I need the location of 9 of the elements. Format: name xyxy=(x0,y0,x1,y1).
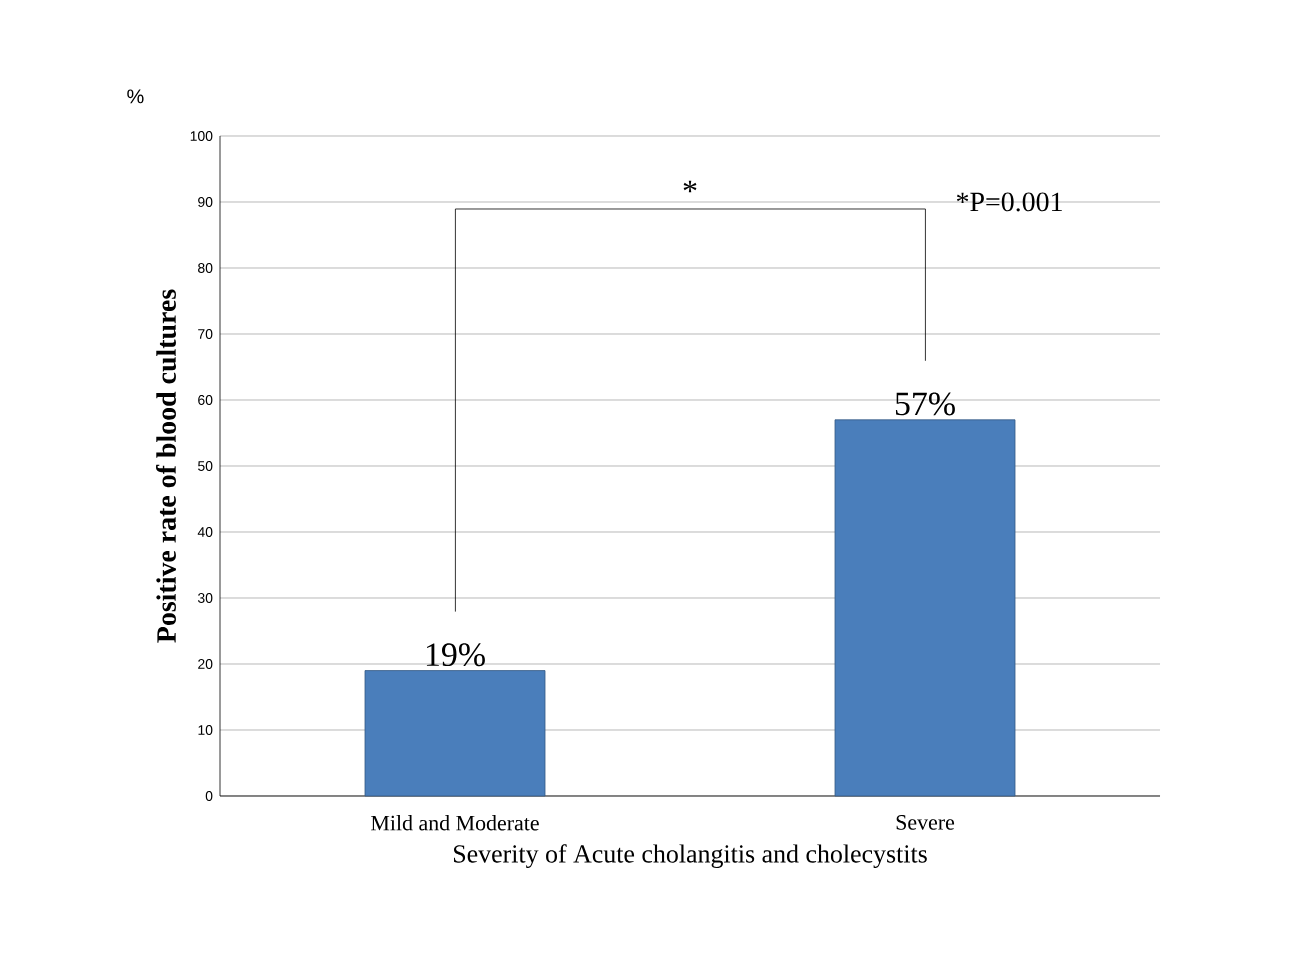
x-tick-label: Severe xyxy=(896,815,955,830)
data-label: 19% xyxy=(426,643,485,667)
x-axis-title: Severity of Acute cholangitis and cholecystits xyxy=(453,844,927,868)
annotation: *P=0.001 xyxy=(956,192,1062,212)
y-axis-title: Positive rate of blood cultures xyxy=(156,289,177,643)
annotation: * xyxy=(683,180,697,193)
x-tick-label: Mild and Moderate xyxy=(371,815,539,831)
text: % xyxy=(127,89,144,104)
data-label: 57% xyxy=(895,392,955,416)
